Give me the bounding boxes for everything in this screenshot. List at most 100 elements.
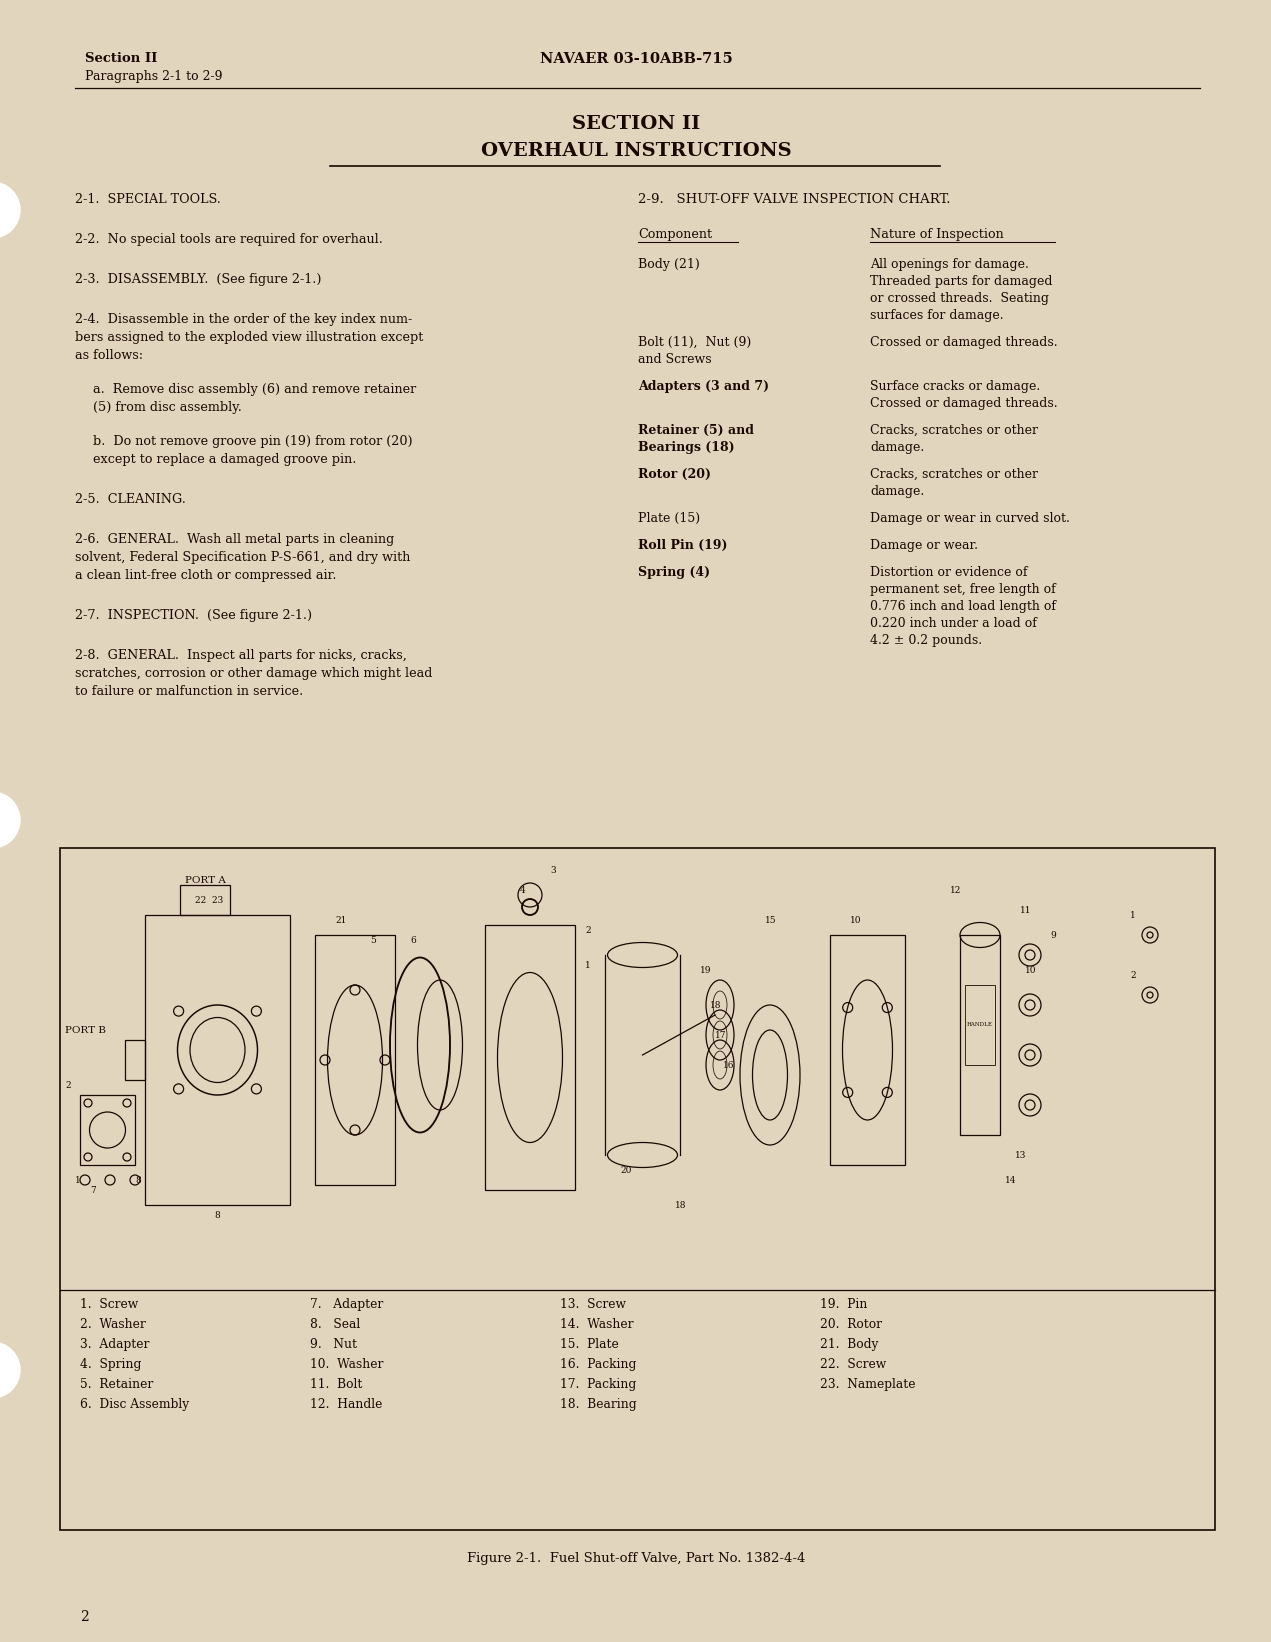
Text: scratches, corrosion or other damage which might lead: scratches, corrosion or other damage whi…	[75, 667, 432, 680]
Text: 17: 17	[716, 1031, 727, 1039]
Text: 1: 1	[585, 961, 591, 970]
Bar	[486, 924, 574, 1190]
Text: Crossed or damaged threads.: Crossed or damaged threads.	[871, 397, 1057, 410]
Text: 10: 10	[1024, 965, 1036, 975]
Text: 1.  Screw: 1. Screw	[80, 1297, 139, 1310]
Bar	[960, 934, 1000, 1135]
Text: 15.  Plate: 15. Plate	[561, 1338, 619, 1351]
Text: 3: 3	[550, 865, 555, 875]
Text: 14.  Washer: 14. Washer	[561, 1319, 633, 1332]
Bar	[145, 915, 290, 1205]
Text: 15: 15	[765, 916, 777, 924]
Text: a clean lint-free cloth or compressed air.: a clean lint-free cloth or compressed ai…	[75, 570, 337, 581]
Text: 2-2.  No special tools are required for overhaul.: 2-2. No special tools are required for o…	[75, 233, 383, 246]
Text: 13.  Screw: 13. Screw	[561, 1297, 627, 1310]
Text: Plate (15): Plate (15)	[638, 512, 700, 525]
Text: Surface cracks or damage.: Surface cracks or damage.	[871, 379, 1040, 392]
Text: Component: Component	[638, 228, 712, 241]
Text: Damage or wear.: Damage or wear.	[871, 539, 977, 552]
Text: or crossed threads.  Seating: or crossed threads. Seating	[871, 292, 1049, 305]
Text: Distortion or evidence of: Distortion or evidence of	[871, 566, 1027, 580]
Text: 2-8.  GENERAL.  Inspect all parts for nicks, cracks,: 2-8. GENERAL. Inspect all parts for nick…	[75, 649, 407, 662]
Text: 9: 9	[1050, 931, 1056, 939]
Text: surfaces for damage.: surfaces for damage.	[871, 309, 1004, 322]
Text: 22.  Screw: 22. Screw	[820, 1358, 886, 1371]
Text: Cracks, scratches or other: Cracks, scratches or other	[871, 424, 1038, 437]
Text: Threaded parts for damaged: Threaded parts for damaged	[871, 274, 1052, 287]
Text: 13: 13	[1016, 1151, 1027, 1159]
Text: 12: 12	[949, 887, 961, 895]
Text: Roll Pin (19): Roll Pin (19)	[638, 539, 727, 552]
Text: NAVAER 03-10ABB-715: NAVAER 03-10ABB-715	[540, 53, 732, 66]
Text: Adapters (3 and 7): Adapters (3 and 7)	[638, 379, 769, 392]
Text: 9.   Nut: 9. Nut	[310, 1338, 357, 1351]
Text: Paragraphs 2-1 to 2-9: Paragraphs 2-1 to 2-9	[85, 71, 222, 84]
Text: 1: 1	[75, 1176, 81, 1186]
Text: 16.  Packing: 16. Packing	[561, 1358, 637, 1371]
Text: 4.  Spring: 4. Spring	[80, 1358, 141, 1371]
Bar	[60, 847, 1215, 1530]
Text: 4: 4	[520, 887, 526, 895]
Text: SECTION II: SECTION II	[572, 115, 700, 133]
Text: Bolt (11),  Nut (9): Bolt (11), Nut (9)	[638, 337, 751, 350]
Bar	[965, 985, 995, 1066]
Text: 2-9.   SHUT-OFF VALVE INSPECTION CHART.: 2-9. SHUT-OFF VALVE INSPECTION CHART.	[638, 194, 951, 205]
Text: damage.: damage.	[871, 442, 924, 453]
Text: Rotor (20): Rotor (20)	[638, 468, 710, 481]
Text: 4.2 ± 0.2 pounds.: 4.2 ± 0.2 pounds.	[871, 634, 982, 647]
Text: Bearings (18): Bearings (18)	[638, 442, 735, 453]
Text: 22  23: 22 23	[194, 897, 224, 905]
Text: 16: 16	[723, 1061, 735, 1071]
Bar	[125, 1039, 145, 1080]
Text: 8: 8	[215, 1212, 220, 1220]
Text: 10.  Washer: 10. Washer	[310, 1358, 384, 1371]
Text: 11: 11	[1021, 906, 1032, 915]
Text: 2: 2	[80, 1611, 89, 1624]
Text: Crossed or damaged threads.: Crossed or damaged threads.	[871, 337, 1057, 350]
Text: and Screws: and Screws	[638, 353, 712, 366]
Bar	[80, 1095, 135, 1166]
Text: 8.   Seal: 8. Seal	[310, 1319, 360, 1332]
Text: as follows:: as follows:	[75, 350, 144, 361]
Text: 7.   Adapter: 7. Adapter	[310, 1297, 384, 1310]
Text: Nature of Inspection: Nature of Inspection	[871, 228, 1004, 241]
Text: 14: 14	[1005, 1176, 1017, 1186]
Text: Spring (4): Spring (4)	[638, 566, 710, 580]
Text: Section II: Section II	[85, 53, 158, 66]
Text: All openings for damage.: All openings for damage.	[871, 258, 1030, 271]
Text: 18.  Bearing: 18. Bearing	[561, 1397, 637, 1410]
Text: 19.  Pin: 19. Pin	[820, 1297, 867, 1310]
Circle shape	[0, 1342, 20, 1397]
Text: Body (21): Body (21)	[638, 258, 700, 271]
Text: permanent set, free length of: permanent set, free length of	[871, 583, 1056, 596]
Text: 18: 18	[675, 1200, 686, 1210]
Text: bers assigned to the exploded view illustration except: bers assigned to the exploded view illus…	[75, 332, 423, 345]
Text: 17.  Packing: 17. Packing	[561, 1378, 637, 1391]
Text: (5) from disc assembly.: (5) from disc assembly.	[93, 401, 241, 414]
Text: 6: 6	[411, 936, 416, 946]
Text: PORT A: PORT A	[186, 875, 226, 885]
Text: 19: 19	[700, 965, 712, 975]
Text: PORT B: PORT B	[65, 1026, 105, 1034]
Text: Cracks, scratches or other: Cracks, scratches or other	[871, 468, 1038, 481]
Text: 2-6.  GENERAL.  Wash all metal parts in cleaning: 2-6. GENERAL. Wash all metal parts in cl…	[75, 534, 394, 547]
Text: b.  Do not remove groove pin (19) from rotor (20): b. Do not remove groove pin (19) from ro…	[93, 435, 413, 448]
Bar	[830, 934, 905, 1166]
Text: 23.  Nameplate: 23. Nameplate	[820, 1378, 915, 1391]
Text: 20.  Rotor: 20. Rotor	[820, 1319, 882, 1332]
Text: Damage or wear in curved slot.: Damage or wear in curved slot.	[871, 512, 1070, 525]
Text: Figure 2-1.  Fuel Shut-off Valve, Part No. 1382-4-4: Figure 2-1. Fuel Shut-off Valve, Part No…	[466, 1552, 806, 1565]
Circle shape	[0, 791, 20, 847]
Text: 18: 18	[710, 1002, 722, 1010]
Text: a.  Remove disc assembly (6) and remove retainer: a. Remove disc assembly (6) and remove r…	[93, 383, 416, 396]
Text: 3.  Adapter: 3. Adapter	[80, 1338, 150, 1351]
Text: 20: 20	[620, 1166, 632, 1176]
Text: HANDLE: HANDLE	[967, 1023, 993, 1028]
Text: 0.220 inch under a load of: 0.220 inch under a load of	[871, 617, 1037, 631]
Text: 5.  Retainer: 5. Retainer	[80, 1378, 154, 1391]
Text: 2: 2	[585, 926, 591, 934]
Text: 2-3.  DISASSEMBLY.  (See figure 2-1.): 2-3. DISASSEMBLY. (See figure 2-1.)	[75, 273, 322, 286]
Bar	[180, 885, 230, 915]
Text: 2-1.  SPECIAL TOOLS.: 2-1. SPECIAL TOOLS.	[75, 194, 221, 205]
Text: 2-7.  INSPECTION.  (See figure 2-1.): 2-7. INSPECTION. (See figure 2-1.)	[75, 609, 313, 622]
